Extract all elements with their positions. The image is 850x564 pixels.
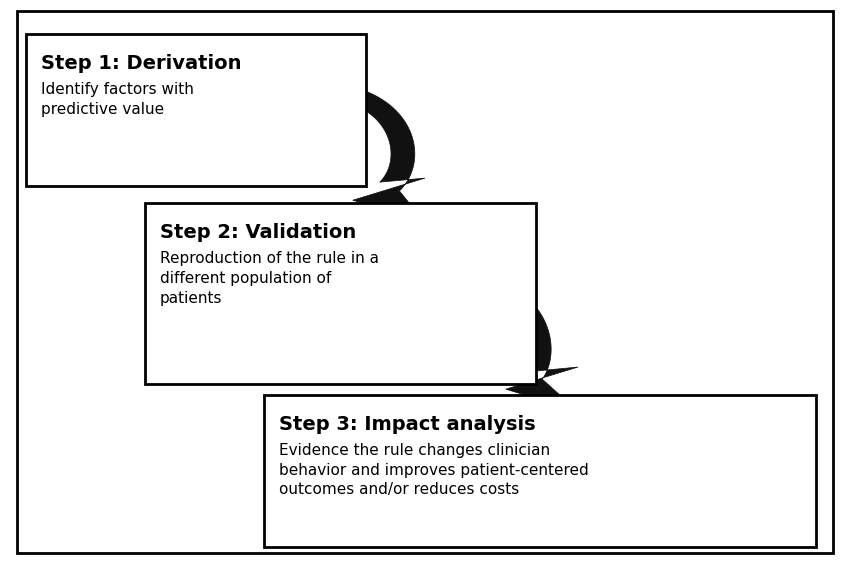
FancyBboxPatch shape — [144, 203, 536, 384]
Polygon shape — [455, 274, 578, 411]
FancyBboxPatch shape — [26, 34, 366, 186]
Text: Step 3: Impact analysis: Step 3: Impact analysis — [279, 415, 536, 434]
Text: Step 1: Derivation: Step 1: Derivation — [41, 54, 241, 73]
Text: Reproduction of the rule in a
different population of
patients: Reproduction of the rule in a different … — [160, 251, 379, 306]
Text: Evidence the rule changes clinician
behavior and improves patient-centered
outco: Evidence the rule changes clinician beha… — [279, 443, 588, 497]
Text: Step 2: Validation: Step 2: Validation — [160, 223, 356, 242]
Text: Identify factors with
predictive value: Identify factors with predictive value — [41, 82, 194, 117]
Polygon shape — [314, 82, 425, 222]
FancyBboxPatch shape — [264, 395, 816, 547]
FancyBboxPatch shape — [17, 11, 833, 553]
